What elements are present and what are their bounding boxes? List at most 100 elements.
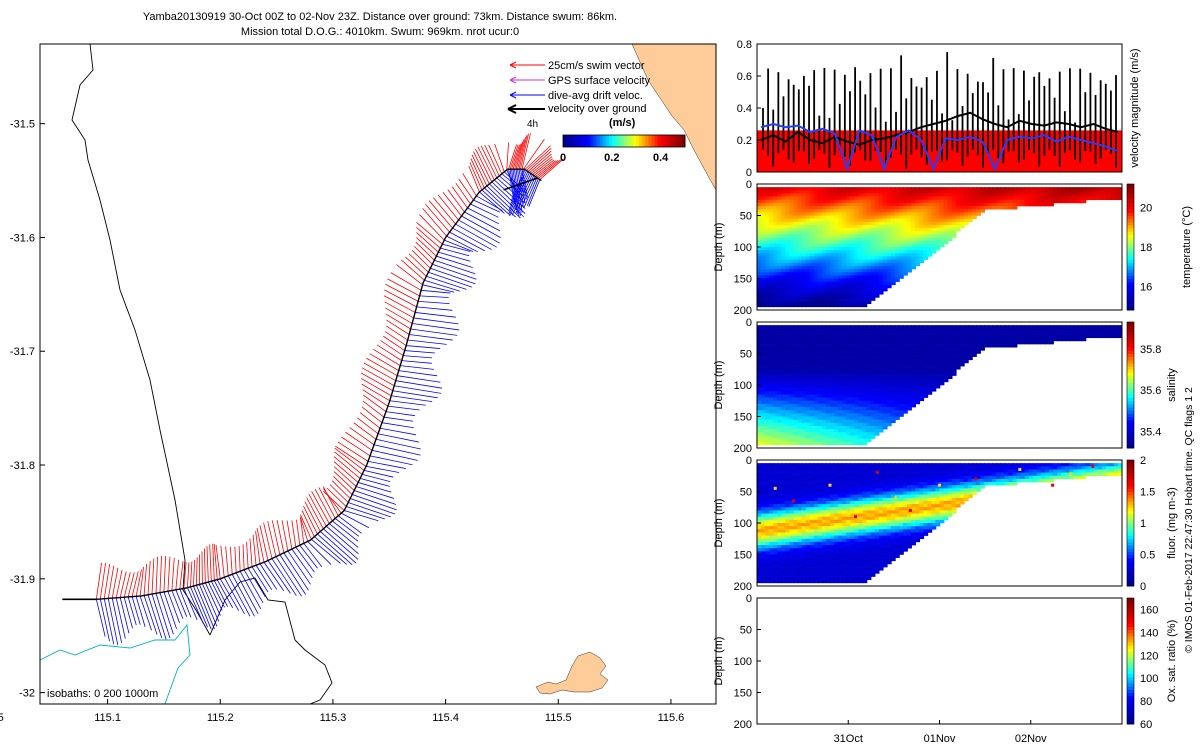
profile-cell (1000, 196, 1006, 201)
profile-cell (911, 372, 916, 376)
profile-cell (789, 535, 795, 540)
profile-cell (882, 391, 888, 395)
swim-vector (311, 491, 330, 524)
profile-cell (858, 328, 864, 332)
profile-cell (773, 385, 779, 389)
profile-cell (813, 488, 819, 492)
profile-cell (874, 234, 880, 238)
profile-cell (793, 350, 799, 354)
profile-cell (842, 369, 848, 373)
profile-cell (858, 202, 864, 207)
profile-cell (817, 256, 823, 260)
profile-cell (890, 350, 896, 354)
profile-cell (1077, 196, 1083, 201)
swim-vector (383, 335, 405, 351)
profile-cell (1032, 196, 1038, 201)
profile-cell (793, 300, 799, 304)
profile-cell (1049, 190, 1054, 194)
profile-cell (757, 287, 762, 292)
profile-cell (830, 253, 835, 257)
profile-cell (870, 202, 876, 207)
profile-cell (854, 381, 860, 386)
drift-vector (418, 300, 450, 305)
profile-cell (838, 272, 843, 276)
profile-cell (825, 337, 831, 342)
profile-cell (813, 262, 819, 267)
profile-cell (854, 438, 860, 442)
profile-cell (927, 224, 933, 229)
profile-cell (870, 199, 876, 204)
profile-cell (777, 275, 783, 279)
profile-cell (915, 237, 921, 241)
profile-cell (854, 432, 860, 436)
profile-cell (890, 256, 896, 260)
profile-cell (858, 438, 864, 442)
profile-cell (830, 272, 835, 276)
profile-cell (801, 435, 807, 439)
profile-cell (785, 193, 791, 197)
profile-cell (797, 394, 803, 398)
profile-cell (903, 240, 908, 245)
profile-cell (797, 548, 803, 552)
profile-cell (894, 334, 900, 339)
colorbar-cell (1127, 259, 1134, 264)
profile-cell (927, 243, 933, 248)
profile-cell (781, 413, 787, 417)
profile-cell (915, 353, 921, 357)
profile-cell (797, 331, 803, 335)
profile-cell (801, 303, 807, 308)
profile-cell (894, 209, 900, 213)
profile-cell (789, 576, 795, 580)
profile-cell (834, 287, 839, 292)
profile-cell (793, 529, 799, 533)
profile-cell (894, 269, 900, 273)
profile-cell (801, 438, 807, 442)
profile-cell (777, 510, 783, 514)
profile-cell (1105, 328, 1111, 332)
profile-cell (769, 247, 775, 251)
profile-cell (757, 516, 762, 521)
profile-cell (919, 372, 925, 376)
profile-cell (882, 416, 888, 420)
profile-cell (1118, 190, 1122, 194)
drift-vector (365, 465, 400, 473)
profile-cell (1077, 190, 1083, 194)
profile-cell (789, 500, 795, 505)
profile-cell (894, 416, 900, 420)
profile-cell (777, 551, 783, 555)
profile-cell (886, 347, 892, 351)
profile-cell (821, 234, 827, 238)
profile-cell (761, 202, 766, 207)
profile-cell (830, 394, 835, 398)
profile-cell (830, 438, 835, 442)
profile-cell (773, 400, 779, 405)
profile-cell (992, 340, 998, 345)
profile-cell (951, 369, 957, 373)
profile-cell (793, 369, 799, 373)
profile-cell (761, 353, 766, 357)
profile-cell (777, 400, 783, 405)
profile-cell (1004, 196, 1010, 201)
profile-cell (825, 237, 831, 241)
profile-cell (761, 510, 766, 514)
profile-cell (878, 281, 884, 286)
profile-cell (809, 516, 815, 521)
profile-cell (797, 240, 803, 245)
profile-cell (757, 394, 762, 398)
legend-swim-head (509, 61, 517, 69)
profile-cell (834, 394, 839, 398)
profile-cell (927, 375, 933, 379)
swim-vector (390, 272, 422, 291)
profile-cell (971, 187, 977, 191)
drift-vector (267, 560, 291, 594)
profile-cell (765, 234, 770, 238)
profile-cell (813, 215, 819, 219)
swim-vector (291, 520, 297, 548)
profile-cell (793, 256, 799, 260)
profile-cell (907, 359, 912, 364)
profile-cell (919, 202, 925, 207)
profile-cell (838, 240, 843, 245)
swim-vector (151, 558, 155, 595)
